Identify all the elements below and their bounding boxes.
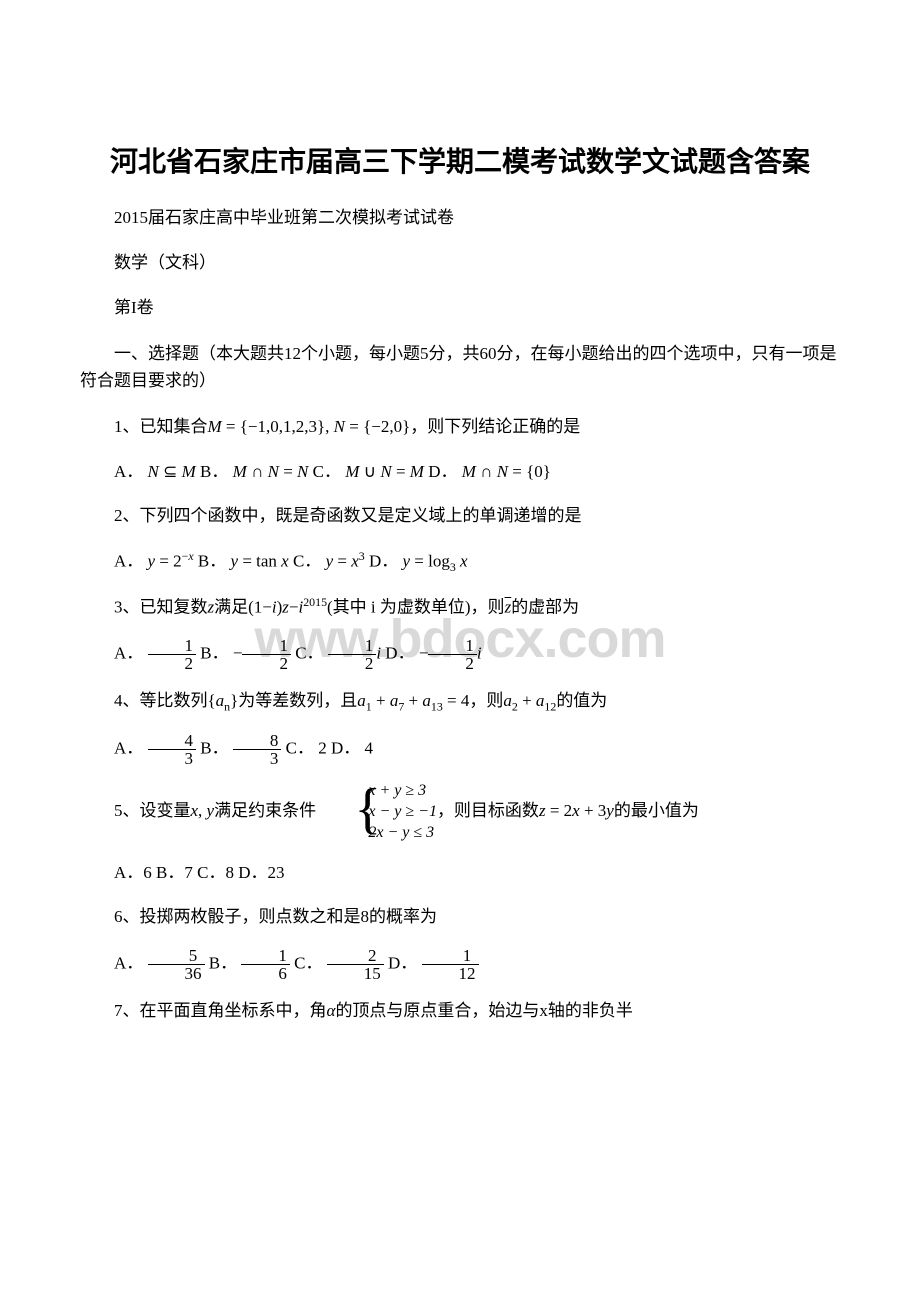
question-2: 2、下列四个函数中，既是奇函数又是定义域上的单调递增的是 [80, 501, 840, 532]
q1-math-sets: M [208, 417, 222, 436]
opt-label-c: C． [294, 953, 322, 972]
question-5: 5、设变量x, y满足约束条件 { x + y ≥ 3 x − y ≥ −1 2… [80, 781, 840, 843]
q4-mid2: ，则 [469, 691, 503, 710]
q3-pre: 3、已知复数 [114, 598, 208, 617]
q3-post2: (其中 i 为虚数单位)，则 [327, 598, 505, 617]
q3-post3: 的虚部为 [511, 598, 579, 617]
opt-label-b: B． [209, 953, 237, 972]
q1-text-pre: 1、已知集合 [114, 417, 208, 436]
question-4-options: A． 43 B． 83 C． 2 D． 4 [80, 732, 840, 767]
question-4: 4、等比数列{an}为等差数列，且a1 + a7 + a13 = 4，则a2 +… [80, 686, 840, 718]
opt-label-a: A． [114, 462, 143, 481]
opt-label-a: A． [114, 644, 143, 663]
question-1: 1、已知集合M = {−1,0,1,2,3}, N = {−2,0}，则下列结论… [80, 412, 840, 443]
constraint-system: { x + y ≥ 3 x − y ≥ −1 2x − y ≤ 3 [320, 781, 437, 843]
q5-post2: 的最小值为 [614, 801, 699, 820]
opt-label-a: A． [114, 551, 143, 570]
opt-label-d: D． [428, 462, 457, 481]
question-7: 7、在平面直角坐标系中，角α的顶点与原点重合，始边与x轴的非负半 [80, 996, 840, 1027]
q4-mid: 为等差数列，且 [238, 691, 357, 710]
opt-label-a: A． [114, 739, 143, 758]
opt-label-b: B． [198, 551, 226, 570]
q5-pre: 5、设变量 [114, 801, 191, 820]
opt-label-c: C． [293, 551, 321, 570]
q4-post: 的值为 [556, 691, 607, 710]
subtitle-subject: 数学（文科） [80, 249, 840, 276]
q5-mid: 满足约束条件 [214, 801, 316, 820]
question-6-options: A． 536 B． 16 C． 215 D． 112 [80, 947, 840, 982]
page-content: 河北省石家庄市届高三下学期二模考试数学文试题含答案 2015届石家庄高中毕业班第… [80, 140, 840, 1026]
subtitle-exam: 2015届石家庄高中毕业班第二次模拟考试试卷 [80, 204, 840, 231]
question-3-options: A． 12 B． −12 C． 12i D． −12i [80, 637, 840, 672]
opt-label-d: D． [388, 953, 417, 972]
q3-post1: 满足 [214, 598, 248, 617]
page-title: 河北省石家庄市届高三下学期二模考试数学文试题含答案 [80, 140, 840, 180]
opt-label-c: C． [313, 462, 341, 481]
q1-text-post: ，则下列结论正确的是 [410, 417, 580, 436]
subtitle-volume: 第I卷 [80, 294, 840, 321]
q7-pre: 7、在平面直角坐标系中，角 [114, 1001, 327, 1020]
opt-label-d: D． [331, 739, 360, 758]
opt-label-b: B． [200, 644, 228, 663]
opt-label-d: D． [369, 551, 398, 570]
question-2-options: A． y = 2−x B． y = tan x C． y = x3 D． y =… [80, 546, 840, 578]
question-3: 3、已知复数z满足(1−i)z−i2015(其中 i 为虚数单位)，则z的虚部为 [80, 592, 840, 623]
section-heading: 一、选择题（本大题共12个小题，每小题5分，共60分，在每小题给出的四个选项中，… [80, 340, 840, 394]
question-1-options: A． N ⊆ M B． M ∩ N = N C． M ∪ N = M D． M … [80, 457, 840, 488]
opt-label-c: C． [295, 644, 323, 663]
opt-label-c: C． [286, 739, 314, 758]
q4-pre: 4、等比数列 [114, 691, 208, 710]
q5-post1: ，则目标函数 [437, 801, 539, 820]
opt-label-b: B． [200, 739, 228, 758]
opt-label-a: A． [114, 953, 143, 972]
question-5-options: A．6 B．7 C．8 D．23 [80, 858, 840, 889]
question-6: 6、投掷两枚骰子，则点数之和是8的概率为 [80, 902, 840, 933]
q7-post: 的顶点与原点重合，始边与x轴的非负半 [335, 1001, 633, 1020]
opt-label-b: B． [200, 462, 228, 481]
opt-label-d: D． [385, 644, 414, 663]
